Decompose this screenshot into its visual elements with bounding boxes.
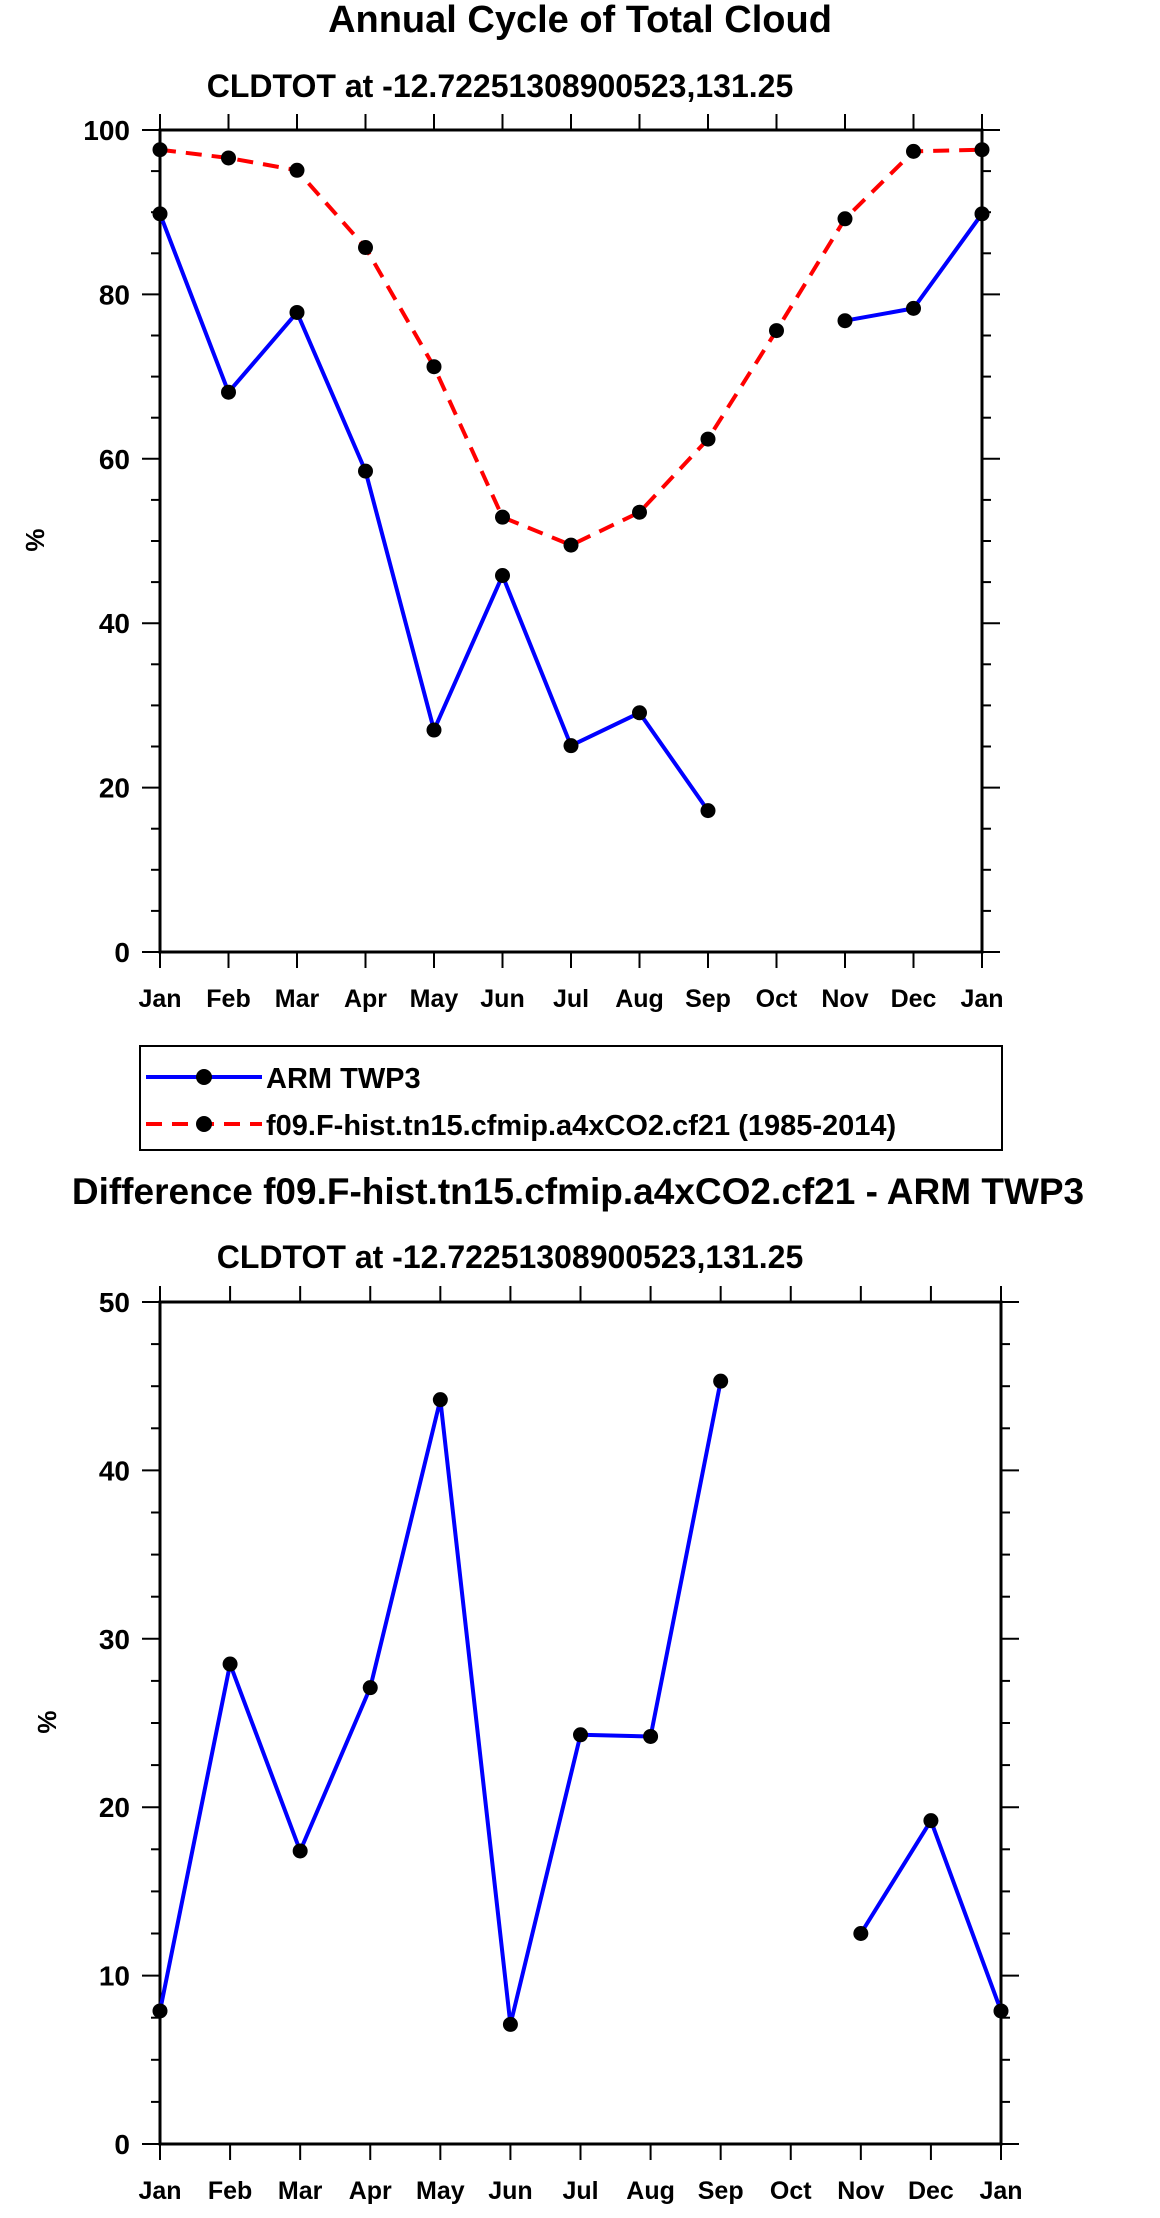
- chart1-xtick-label: Nov: [821, 985, 868, 1013]
- chart1-ytick-label: 80: [99, 279, 130, 310]
- chart1-series-0-point: [289, 304, 305, 320]
- chart1-series-1-line: [159, 147, 983, 548]
- chart1-legend: ARM TWP3 f09.F-hist.tn15.cfmip.a4xCO2.cf…: [139, 1045, 1003, 1151]
- chart1-series-1-point: [221, 150, 236, 166]
- chart1-ytick-label: 40: [99, 608, 130, 639]
- chart1-series-0-point: [358, 463, 373, 479]
- chart2-xtick-label: Feb: [208, 2177, 252, 2205]
- chart1-series-1-point: [152, 142, 168, 158]
- chart1-series-0-point: [837, 313, 853, 329]
- chart1-series-0-point: [221, 384, 236, 400]
- chart2-series-0-point: [853, 1926, 869, 1941]
- chart2-xtick-label: Dec: [908, 2177, 954, 2205]
- chart1-ytick-label: 0: [114, 937, 130, 968]
- chart1-xtick-label: Aug: [615, 985, 664, 1013]
- chart1-ylabel: %: [20, 528, 50, 551]
- chart1-xtick-label: Feb: [206, 985, 250, 1013]
- chart1-subtitle: CLDTOT at -12.72251308900523,131.25: [207, 68, 793, 104]
- chart2-series-0-point: [432, 1392, 448, 1408]
- chart2-ytick-label: 50: [99, 1287, 130, 1318]
- chart2-ytick-label: 0: [114, 2129, 130, 2160]
- chart2-xtick-label: Nov: [837, 2177, 884, 2205]
- chart2-xtick-label: Jan: [979, 2177, 1022, 2205]
- chart1-xtick-label: Dec: [891, 985, 937, 1013]
- legend-marker-model: [196, 1116, 212, 1132]
- chart1-series-1-point: [632, 504, 647, 520]
- chart1-ytick-label: 20: [99, 773, 130, 804]
- chart2-ytick-label: 20: [99, 1792, 130, 1823]
- chart1-series-1-point: [563, 537, 579, 553]
- chart1-series-0-point: [632, 705, 647, 721]
- chart2-xtick-label: Mar: [278, 2177, 323, 2205]
- chart2-frame: [158, 1300, 1003, 2146]
- chart1-series-1-point: [426, 359, 442, 375]
- chart1-series-0-point: [426, 722, 442, 738]
- chart2-series-0-point: [222, 1656, 238, 1672]
- chart2-series-0-line: [158, 1380, 723, 2027]
- chart2-xtick-label: Jun: [488, 2177, 532, 2205]
- chart2-ytick-label: 30: [99, 1624, 130, 1655]
- legend-label-arm: ARM TWP3: [266, 1063, 421, 1095]
- chart2-subtitle: CLDTOT at -12.72251308900523,131.25: [217, 1239, 803, 1275]
- chart1-xtick-label: Jan: [138, 985, 181, 1013]
- chart1-series-0-point: [906, 300, 921, 316]
- chart2-xtick-label: Sep: [698, 2177, 744, 2205]
- chart1-series-1-point: [769, 323, 784, 339]
- chart2-series-0-point: [993, 2003, 1009, 2019]
- chart1-series-1-point: [974, 142, 990, 158]
- chart2-xtick-label: Aug: [626, 2177, 675, 2205]
- chart1-xtick-label: Sep: [685, 985, 731, 1013]
- legend-label-model: f09.F-hist.tn15.cfmip.a4xCO2.cf21 (1985-…: [266, 1110, 896, 1142]
- chart1-series-1-point: [906, 143, 921, 159]
- chart2-series-0-point: [923, 1813, 939, 1829]
- chart2-series-0-point: [362, 1680, 378, 1696]
- chart1-xtick-label: Jun: [480, 985, 524, 1013]
- chart2-xtick-label: Apr: [349, 2177, 392, 2205]
- chart1-series-0-point: [152, 206, 168, 222]
- chart1-series-0-point: [495, 568, 510, 584]
- chart1-series-1-point: [837, 211, 853, 227]
- chart1-series-0-point: [700, 803, 716, 819]
- chart2-series-0-point: [502, 2016, 518, 2032]
- chart1-series-0-line: [158, 213, 710, 812]
- chart2-ytick-label: 10: [99, 1961, 130, 1992]
- chart2-series-0-point: [713, 1373, 729, 1389]
- chart2-plot-area: 0 10 20 30 40 50 Jan Feb Mar Apr May Jun Jul Aug Sep Oc…: [99, 1286, 1023, 2205]
- chart2-series-0-point: [643, 1728, 659, 1744]
- chart2-xtick-label: May: [416, 2177, 465, 2205]
- chart2-ytick-label: 40: [99, 1455, 130, 1486]
- legend-marker-arm: [196, 1069, 212, 1085]
- legend-box: [139, 1045, 1003, 1151]
- chart2-xtick-label: Jul: [562, 2177, 598, 2205]
- chart2-series-0-point: [292, 1843, 308, 1859]
- chart1-xtick-label: Apr: [344, 985, 387, 1013]
- chart2-series-0-line: [859, 1818, 1003, 2012]
- chart1-series-1-point: [700, 431, 716, 447]
- chart1-xtick-label: Oct: [756, 985, 798, 1013]
- chart2-xtick-label: Oct: [770, 2177, 812, 2205]
- chart1-title: Annual Cycle of Total Cloud: [328, 0, 832, 41]
- chart1-series-0-point: [563, 738, 579, 754]
- chart2-title: Difference f09.F-hist.tn15.cfmip.a4xCO2.…: [72, 1171, 1084, 1212]
- chart1-xtick-label: Jul: [553, 985, 589, 1013]
- chart2-xtick-label: Jan: [138, 2177, 181, 2205]
- chart1-ytick-label: 60: [99, 444, 130, 475]
- chart1-xtick-label: Jan: [960, 985, 1003, 1013]
- chart1-series-1-point: [358, 240, 373, 256]
- chart1-xtick-label: May: [410, 985, 459, 1013]
- chart2-series-0-point: [152, 2003, 168, 2019]
- chart1-ytick-label: 100: [83, 115, 130, 146]
- chart1-xtick-label: Mar: [275, 985, 320, 1013]
- chart1-series-1-point: [289, 162, 305, 178]
- chart1-plot-area: 0 20 40 60 80 100 Jan Feb Mar Apr May Jun Jul Aug Sep O…: [83, 114, 1004, 1013]
- chart1-series-1-point: [495, 509, 510, 525]
- chart2-ylabel: %: [32, 1710, 62, 1733]
- chart2-series-0-point: [573, 1727, 588, 1743]
- chart1-series-0-point: [974, 206, 990, 222]
